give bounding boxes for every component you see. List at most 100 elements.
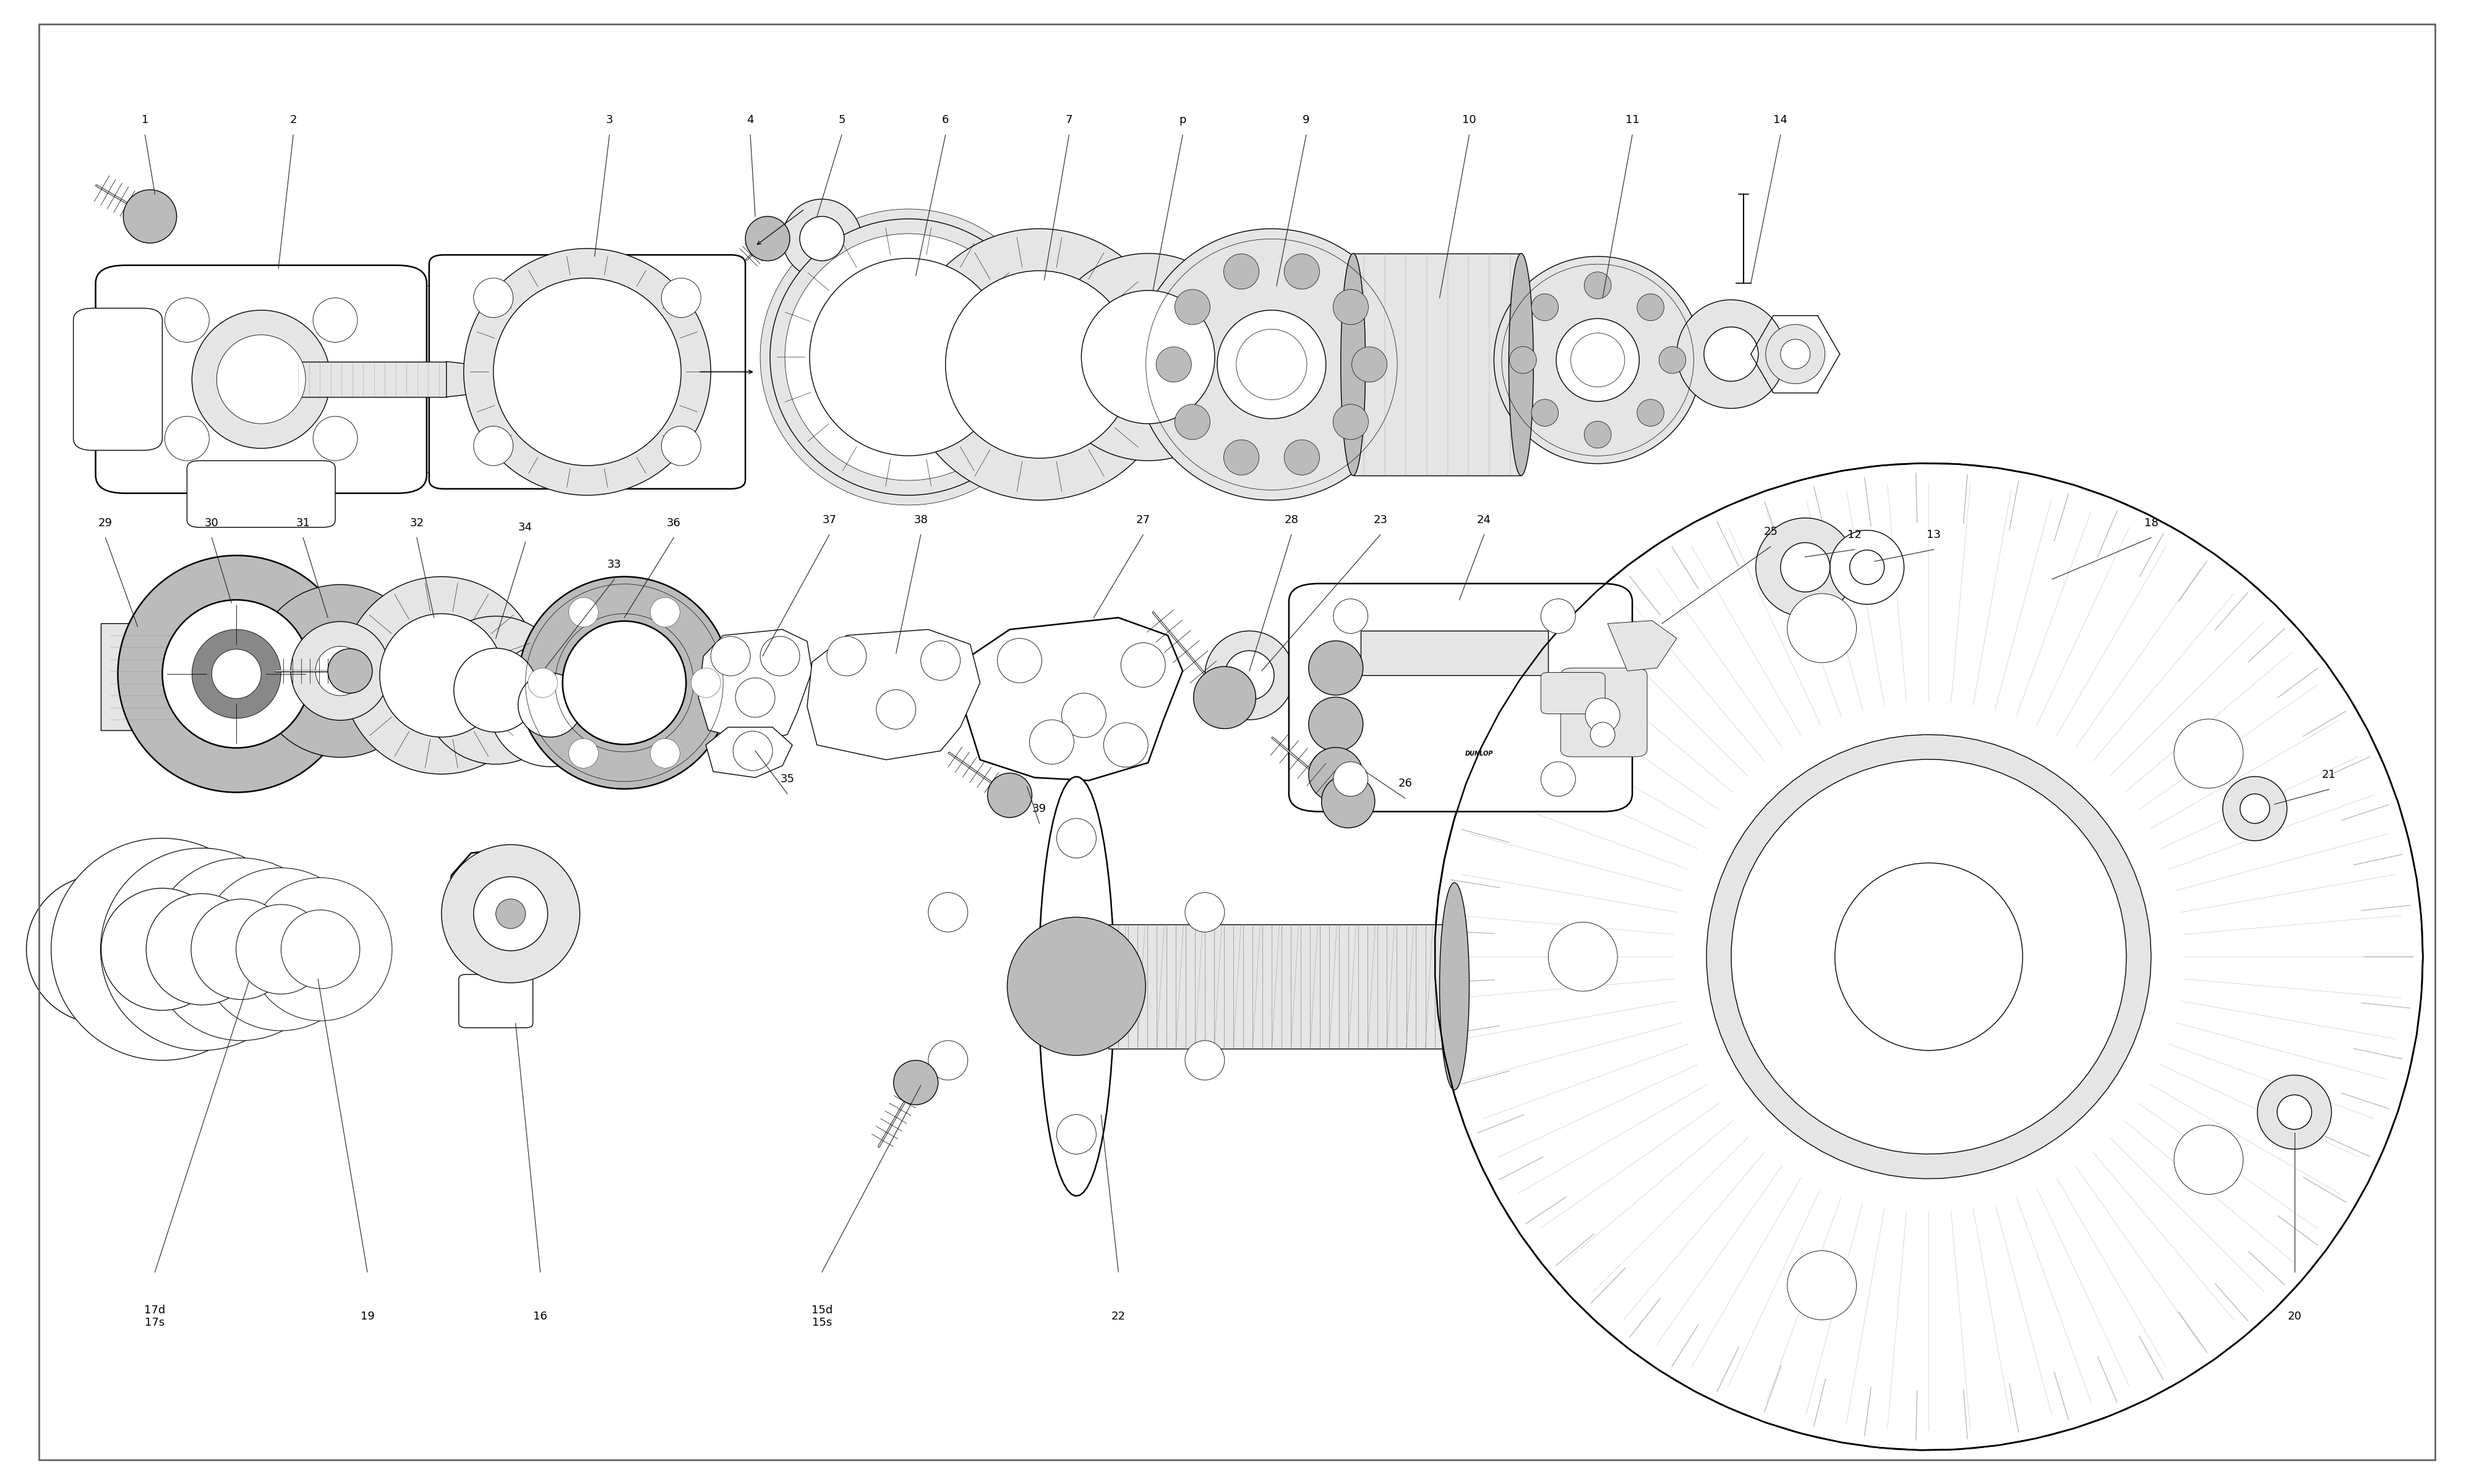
Text: 11: 11 <box>1625 114 1640 126</box>
Ellipse shape <box>166 417 210 460</box>
Ellipse shape <box>769 218 1047 496</box>
Ellipse shape <box>809 258 1007 456</box>
Ellipse shape <box>1217 310 1326 418</box>
Ellipse shape <box>1029 720 1074 764</box>
Ellipse shape <box>1781 543 1831 592</box>
Ellipse shape <box>732 732 772 770</box>
Ellipse shape <box>473 877 547 951</box>
Ellipse shape <box>690 668 720 697</box>
Ellipse shape <box>826 637 866 675</box>
Ellipse shape <box>1284 439 1319 475</box>
Ellipse shape <box>124 190 176 243</box>
Polygon shape <box>705 727 792 778</box>
Ellipse shape <box>255 585 426 757</box>
Ellipse shape <box>52 838 275 1061</box>
Ellipse shape <box>379 614 502 738</box>
Ellipse shape <box>782 199 861 278</box>
Text: 9: 9 <box>1304 114 1309 126</box>
Ellipse shape <box>735 678 774 717</box>
Polygon shape <box>445 849 569 976</box>
Ellipse shape <box>1638 399 1665 426</box>
Ellipse shape <box>1185 1040 1225 1080</box>
Polygon shape <box>1608 620 1677 671</box>
Ellipse shape <box>1185 892 1225 932</box>
Ellipse shape <box>1677 300 1786 408</box>
Text: 34: 34 <box>520 522 532 533</box>
Ellipse shape <box>282 910 359 988</box>
Polygon shape <box>1732 760 2128 1155</box>
Ellipse shape <box>745 217 789 261</box>
Text: 10: 10 <box>1462 114 1477 126</box>
Ellipse shape <box>928 1040 967 1080</box>
Ellipse shape <box>193 629 282 718</box>
Ellipse shape <box>569 598 599 628</box>
Text: 7: 7 <box>1066 114 1074 126</box>
Ellipse shape <box>1192 666 1257 729</box>
Text: 33: 33 <box>606 559 621 570</box>
Ellipse shape <box>1205 631 1294 720</box>
FancyBboxPatch shape <box>458 975 532 1028</box>
Ellipse shape <box>1081 291 1215 423</box>
Bar <box>1108 925 1455 1049</box>
Text: 6: 6 <box>943 114 950 126</box>
Ellipse shape <box>344 577 539 775</box>
FancyBboxPatch shape <box>96 266 426 493</box>
Ellipse shape <box>1333 289 1368 325</box>
Ellipse shape <box>928 892 967 932</box>
Ellipse shape <box>2175 720 2244 788</box>
Ellipse shape <box>2239 794 2269 824</box>
Text: 20: 20 <box>2288 1310 2301 1322</box>
Ellipse shape <box>492 278 680 466</box>
Ellipse shape <box>1341 254 1366 475</box>
Text: 5: 5 <box>839 114 846 126</box>
Ellipse shape <box>151 858 334 1040</box>
Ellipse shape <box>661 278 700 318</box>
Ellipse shape <box>1044 254 1252 460</box>
Ellipse shape <box>1541 761 1576 797</box>
Ellipse shape <box>1007 917 1145 1055</box>
Text: 21: 21 <box>2323 769 2335 781</box>
Ellipse shape <box>1309 697 1363 751</box>
Ellipse shape <box>1781 340 1811 370</box>
Ellipse shape <box>527 668 557 697</box>
Ellipse shape <box>473 278 512 318</box>
Ellipse shape <box>876 690 915 729</box>
Ellipse shape <box>314 417 356 460</box>
Ellipse shape <box>987 773 1032 818</box>
Polygon shape <box>1039 776 1113 1196</box>
Text: 26: 26 <box>1398 778 1413 789</box>
Text: 38: 38 <box>913 515 928 525</box>
Ellipse shape <box>1333 404 1368 439</box>
Ellipse shape <box>1121 643 1165 687</box>
Ellipse shape <box>1309 641 1363 695</box>
Ellipse shape <box>453 649 537 732</box>
Ellipse shape <box>1531 399 1559 426</box>
Ellipse shape <box>421 616 569 764</box>
Ellipse shape <box>1836 862 2024 1051</box>
Polygon shape <box>445 362 495 398</box>
Ellipse shape <box>1705 326 1759 381</box>
Text: 35: 35 <box>779 773 794 785</box>
Ellipse shape <box>1440 883 1470 1089</box>
Ellipse shape <box>920 641 960 680</box>
Ellipse shape <box>651 598 680 628</box>
Ellipse shape <box>2175 1125 2244 1195</box>
Ellipse shape <box>569 739 599 769</box>
FancyBboxPatch shape <box>1561 668 1648 757</box>
Ellipse shape <box>760 209 1056 505</box>
Text: 29: 29 <box>99 518 114 528</box>
Ellipse shape <box>200 868 361 1031</box>
Ellipse shape <box>1309 748 1363 801</box>
Text: 23: 23 <box>1373 515 1388 525</box>
Ellipse shape <box>784 233 1032 481</box>
Ellipse shape <box>893 1061 938 1104</box>
Ellipse shape <box>1831 530 1905 604</box>
Ellipse shape <box>101 889 223 1011</box>
Ellipse shape <box>517 672 581 738</box>
Ellipse shape <box>163 600 312 748</box>
FancyBboxPatch shape <box>1289 583 1633 812</box>
Text: 27: 27 <box>1136 515 1150 525</box>
FancyBboxPatch shape <box>188 460 336 527</box>
Ellipse shape <box>1284 254 1319 289</box>
Bar <box>287 362 445 398</box>
